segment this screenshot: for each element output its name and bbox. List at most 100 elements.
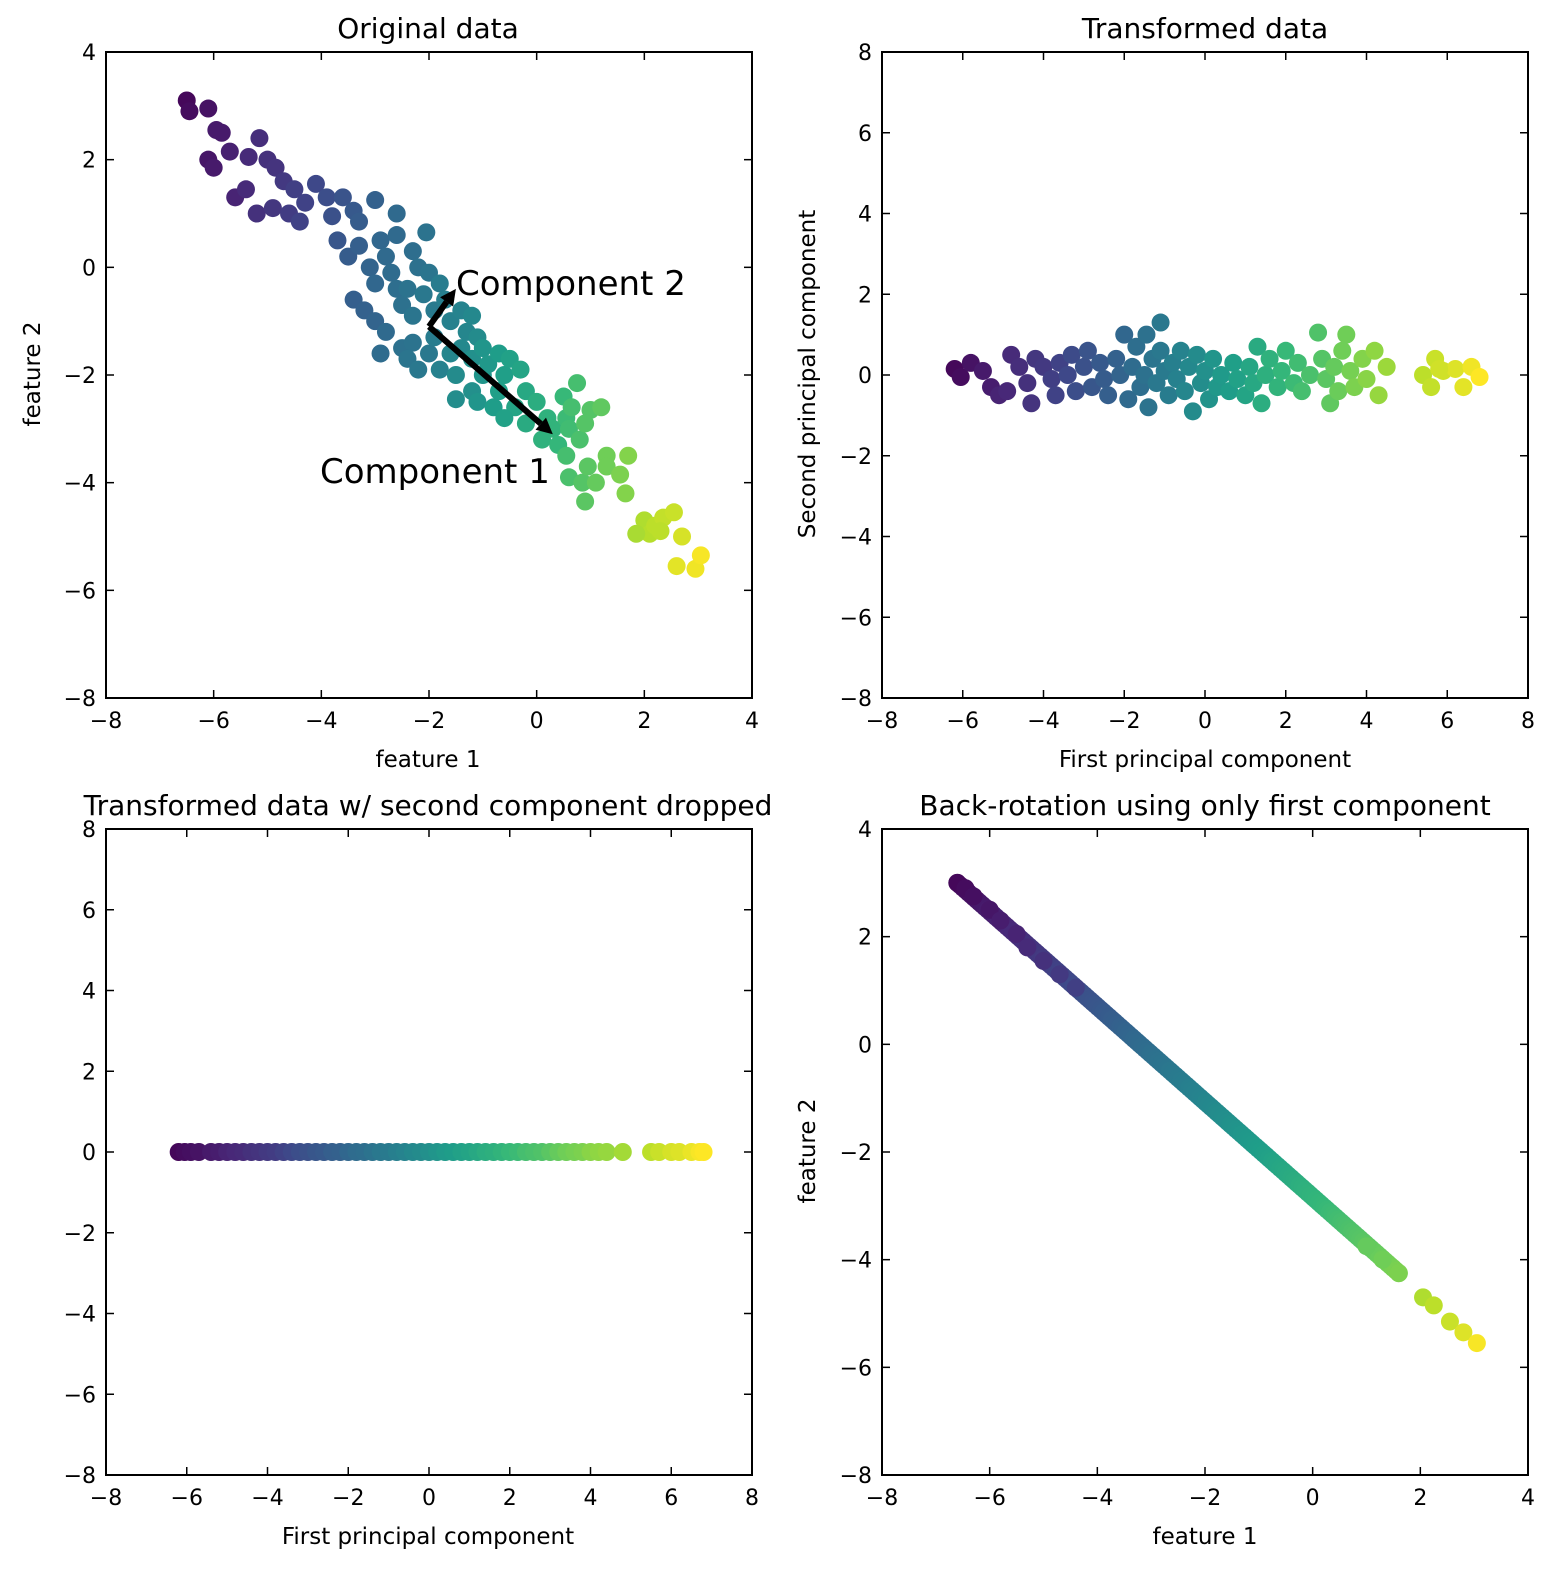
scatter-point — [247, 204, 266, 223]
y-tick-label: 0 — [858, 1033, 872, 1058]
y-tick-label: 2 — [858, 283, 872, 308]
scatter-point — [1260, 349, 1279, 368]
x-tick-label: 2 — [637, 709, 651, 734]
scatter-point — [446, 390, 465, 409]
y-tick-label: 6 — [858, 122, 872, 147]
scatter-point — [199, 99, 218, 118]
scatter-point — [430, 274, 449, 293]
scatter-point — [1066, 382, 1085, 401]
scatter-point — [204, 158, 223, 177]
scatter-point — [559, 468, 578, 487]
x-tick-label: −2 — [1189, 1486, 1221, 1511]
scatter-point — [495, 409, 514, 428]
scatter-point — [576, 492, 595, 511]
scatter-point — [1074, 357, 1093, 376]
scatter-point — [1309, 323, 1328, 342]
y-tick-label: −6 — [64, 579, 96, 604]
x-tick-label: −8 — [90, 1486, 122, 1511]
scatter-point — [1288, 353, 1307, 372]
scatter-point — [1369, 386, 1388, 405]
scatter-point — [350, 236, 369, 255]
chart-title: Back-rotation using only first component — [919, 789, 1490, 822]
arrow-shaft — [427, 324, 543, 426]
scatter-point — [1151, 341, 1170, 360]
scatter-point — [495, 366, 514, 384]
scatter-point — [1212, 366, 1231, 384]
scatter-point — [1424, 1296, 1443, 1315]
scatter-point — [296, 193, 315, 212]
scatter-points — [945, 313, 1489, 421]
scatter-point — [998, 382, 1017, 401]
scatter-point — [1183, 402, 1202, 421]
scatter-point — [616, 484, 635, 503]
x-tick-label: −2 — [332, 1486, 364, 1511]
arrow-head — [440, 288, 456, 307]
y-tick-label: −8 — [64, 687, 96, 712]
x-tick-label: 2 — [1413, 1486, 1427, 1511]
x-tick-label: −8 — [90, 709, 122, 734]
scatter-point — [686, 559, 705, 578]
scatter-point — [562, 398, 581, 417]
x-tick-label: −2 — [1108, 709, 1140, 734]
scatter-point — [592, 398, 611, 417]
x-tick-label: 4 — [745, 709, 759, 734]
scatter-point — [991, 911, 1010, 930]
scatter-point — [417, 223, 436, 242]
scatter-point — [576, 414, 595, 433]
scatter-point — [468, 392, 487, 411]
scatter-point — [1022, 394, 1041, 413]
plot-frame — [881, 828, 1529, 1476]
x-tick-label: −4 — [251, 1486, 283, 1511]
scatter-points — [177, 91, 710, 578]
chart-title: Original data — [337, 12, 519, 45]
scatter-point — [1240, 357, 1259, 376]
scatter-point — [239, 147, 258, 166]
scatter-point — [1341, 361, 1360, 380]
scatter-point — [573, 473, 592, 492]
scatter-point — [1171, 341, 1190, 360]
x-tick-label: 0 — [1306, 1486, 1320, 1511]
scatter-point — [1422, 378, 1441, 397]
scatter-point — [1325, 357, 1344, 376]
plot-frame — [881, 51, 1529, 699]
scatter-point — [1010, 357, 1029, 376]
scatter-point — [570, 430, 589, 449]
chart-title: Transformed data w/ second component dro… — [83, 789, 773, 822]
panel-second-component-dropped: Transformed data w/ second component dro… — [64, 789, 773, 1550]
scatter-point — [1430, 359, 1449, 378]
scatter-point — [236, 180, 255, 199]
scatter-point — [403, 333, 422, 352]
y-axis-label: Second principal component — [795, 210, 821, 539]
scatter-point — [673, 527, 692, 546]
scatter-point — [1127, 337, 1146, 356]
scatter-point — [371, 231, 390, 250]
scatter-point — [1007, 924, 1026, 943]
panel-transformed-data: Transformed data First principal compone… — [795, 12, 1535, 773]
scatter-point — [597, 1143, 616, 1161]
x-tick-label: 8 — [1521, 709, 1535, 734]
x-tick-label: −8 — [866, 709, 898, 734]
scatter-point — [323, 207, 342, 226]
scatter-point — [1300, 366, 1319, 384]
scatter-point — [1357, 370, 1376, 389]
scatter-point — [1252, 394, 1271, 413]
scatter-point — [409, 360, 428, 379]
x-axis-label: feature 1 — [1153, 1524, 1258, 1550]
x-tick-label: −6 — [197, 709, 229, 734]
scatter-point — [1062, 345, 1081, 364]
scatter-point — [290, 212, 309, 231]
scatter-point — [1228, 370, 1247, 389]
scatter-point — [597, 457, 616, 476]
scatter-point — [285, 180, 304, 199]
scatter-points — [948, 873, 1486, 1353]
y-tick-label: 2 — [858, 926, 872, 951]
scatter-point — [1018, 938, 1037, 957]
scatter-point — [463, 306, 482, 325]
scatter-point — [1377, 357, 1396, 376]
arrow-shaft — [426, 300, 450, 329]
scatter-point — [414, 285, 433, 304]
scatter-point — [398, 279, 417, 298]
scatter-point — [317, 188, 336, 207]
scatter-point — [350, 212, 369, 231]
scatter-point — [1389, 1264, 1408, 1283]
